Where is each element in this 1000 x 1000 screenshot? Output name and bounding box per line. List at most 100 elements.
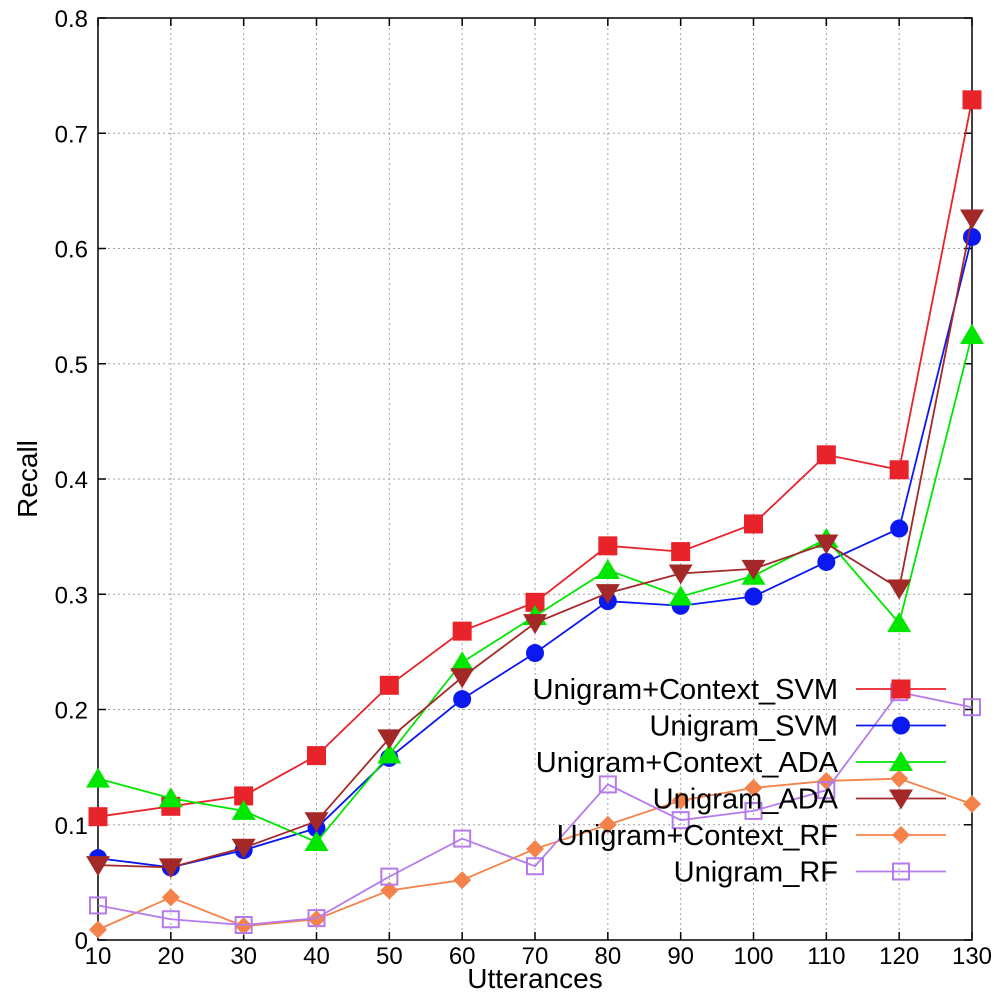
data-point bbox=[744, 778, 763, 797]
data-point bbox=[526, 644, 544, 663]
x-tick-label: 40 bbox=[303, 943, 330, 970]
data-point bbox=[744, 801, 763, 820]
y-tick-label: 0.1 bbox=[55, 813, 88, 840]
data-point bbox=[231, 799, 256, 820]
data-point bbox=[234, 916, 253, 935]
data-point bbox=[307, 746, 326, 766]
legend-entry: Unigram+Context_ADA bbox=[536, 747, 946, 779]
data-point bbox=[668, 564, 693, 585]
data-point bbox=[817, 781, 836, 800]
data-point bbox=[887, 579, 912, 600]
data-point bbox=[887, 612, 912, 633]
legend-label: Unigram_RF bbox=[674, 857, 838, 889]
legend-label: Unigram_ADA bbox=[653, 784, 839, 816]
y-tick-label: 0.5 bbox=[55, 352, 88, 379]
data-point bbox=[671, 542, 691, 562]
x-tick-label: 30 bbox=[230, 943, 257, 970]
data-point bbox=[377, 743, 402, 764]
legend-marker bbox=[889, 751, 913, 771]
data-point bbox=[962, 90, 982, 110]
y-tick-label: 0.6 bbox=[55, 237, 88, 264]
data-point bbox=[526, 857, 544, 876]
series-unigram-context-rf bbox=[89, 769, 981, 939]
data-point bbox=[161, 910, 180, 929]
data-point bbox=[377, 729, 402, 750]
grid-lines bbox=[98, 18, 972, 940]
data-point bbox=[304, 831, 329, 852]
legend-label: Unigram+Context_SVM bbox=[533, 674, 838, 706]
legend-marker bbox=[891, 679, 911, 699]
x-tick-label: 130 bbox=[952, 943, 992, 970]
data-point bbox=[744, 514, 763, 534]
legend-entry: Unigram_ADA bbox=[653, 784, 946, 816]
legend-entry: Unigram+Context_RF bbox=[557, 820, 946, 852]
data-point bbox=[963, 698, 981, 717]
data-point bbox=[161, 888, 180, 907]
y-tick-label: 0.4 bbox=[55, 467, 88, 494]
data-point bbox=[89, 896, 107, 915]
x-tick-label: 50 bbox=[376, 943, 403, 970]
data-point bbox=[668, 585, 693, 606]
data-point bbox=[379, 675, 399, 695]
data-point bbox=[86, 856, 110, 877]
series-unigram-rf bbox=[89, 683, 981, 935]
data-point bbox=[158, 858, 183, 879]
series-layer bbox=[86, 90, 984, 939]
data-point bbox=[960, 209, 984, 230]
x-tick-label: 110 bbox=[807, 943, 845, 970]
series-line bbox=[97, 691, 973, 926]
data-point bbox=[889, 460, 909, 480]
data-point bbox=[890, 519, 909, 538]
data-point bbox=[671, 791, 690, 810]
x-tick-label: 80 bbox=[594, 943, 621, 970]
x-tick-label: 10 bbox=[85, 943, 112, 970]
data-point bbox=[453, 871, 472, 890]
data-point bbox=[890, 769, 909, 788]
data-point bbox=[817, 552, 836, 571]
legend: Unigram+Context_SVM Unigram_SVM Unigram+Co… bbox=[533, 674, 946, 889]
y-tick-label: 0 bbox=[75, 928, 88, 955]
data-point bbox=[963, 795, 981, 814]
data-point bbox=[598, 775, 617, 794]
y-tick-label: 0.8 bbox=[55, 6, 88, 33]
legend-label: Unigram+Context_ADA bbox=[536, 747, 839, 779]
data-point bbox=[963, 227, 981, 246]
data-point bbox=[234, 917, 253, 936]
data-point bbox=[598, 815, 617, 834]
data-point bbox=[450, 651, 475, 672]
data-point bbox=[960, 323, 984, 344]
data-point bbox=[453, 690, 472, 709]
x-tick-label: 100 bbox=[733, 943, 773, 970]
legend-marker bbox=[892, 826, 910, 844]
legend-marker bbox=[892, 862, 910, 881]
data-point bbox=[86, 767, 110, 788]
legend-entry: Unigram_SVM bbox=[649, 711, 946, 743]
data-point bbox=[595, 584, 620, 605]
data-point bbox=[158, 787, 183, 808]
y-tick-label: 0.2 bbox=[55, 698, 88, 725]
legend-marker bbox=[892, 716, 910, 735]
x-tick-label: 120 bbox=[879, 943, 919, 970]
data-point bbox=[307, 909, 326, 928]
data-point bbox=[595, 559, 620, 580]
y-axis-title: Recall bbox=[12, 440, 43, 518]
data-point bbox=[231, 838, 256, 859]
data-point bbox=[453, 829, 472, 848]
y-tick-label: 0.3 bbox=[55, 582, 88, 609]
legend-entry: Unigram_RF bbox=[674, 857, 946, 889]
x-tick-label: 20 bbox=[157, 943, 184, 970]
x-tick-label: 60 bbox=[449, 943, 476, 970]
data-point bbox=[523, 614, 547, 635]
data-point bbox=[744, 587, 763, 606]
series-unigram-ada bbox=[86, 209, 984, 879]
data-point bbox=[598, 536, 618, 556]
y-tick-label: 0.7 bbox=[55, 121, 88, 148]
data-point bbox=[816, 445, 836, 465]
data-point bbox=[304, 812, 329, 833]
x-axis-title: Utterances bbox=[467, 963, 602, 994]
data-point bbox=[671, 811, 690, 830]
data-point bbox=[741, 559, 766, 580]
legend-entry: Unigram+Context_SVM bbox=[533, 674, 946, 706]
legend-label: Unigram+Context_RF bbox=[557, 820, 838, 852]
